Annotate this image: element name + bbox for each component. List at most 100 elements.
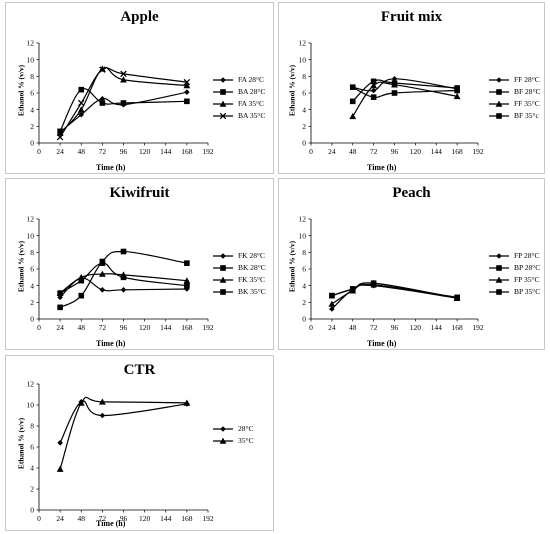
legend-swatch <box>213 289 233 295</box>
square-marker <box>391 90 398 96</box>
x-marker <box>120 70 127 78</box>
y-tick-label: 6 <box>30 443 34 452</box>
series-4 <box>57 260 190 296</box>
legend-label: FA 28°C <box>238 75 264 84</box>
x-tick-label: 144 <box>160 514 172 523</box>
square-marker <box>57 304 63 311</box>
triangle-marker <box>98 270 106 277</box>
y-tick-label: 2 <box>30 298 34 307</box>
legend-entry: BK 28°C <box>212 262 266 274</box>
x-axis-label: Time (h) <box>96 163 126 172</box>
square-marker <box>220 265 226 271</box>
x-tick-label: 120 <box>410 323 422 332</box>
x-marker <box>77 99 85 107</box>
x-marker <box>219 112 227 120</box>
x-tick-label: 144 <box>160 323 172 332</box>
x-tick-label: 192 <box>202 147 214 156</box>
y-tick-label: 12 <box>299 39 307 48</box>
legend-swatch <box>213 265 233 271</box>
square-marker <box>184 260 190 266</box>
x-tick-label: 0 <box>37 323 41 332</box>
legend-swatch <box>489 289 509 295</box>
legend-swatch <box>489 265 509 271</box>
legend-label: BF 28°C <box>514 87 541 96</box>
legend: FA 28°C BA 28°C FA 35°C BA 35°C <box>212 74 265 122</box>
legend-swatch <box>489 253 509 259</box>
triangle-marker <box>219 437 227 444</box>
x-axis-label: Time (h) <box>96 519 126 528</box>
series-3 <box>349 81 461 120</box>
square-marker <box>370 280 377 286</box>
x-tick-label: 72 <box>370 323 378 332</box>
y-tick-label: 6 <box>30 89 34 98</box>
diamond-marker <box>78 111 85 118</box>
y-tick-label: 12 <box>27 215 35 224</box>
series-2 <box>56 396 191 472</box>
x-tick-label: 96 <box>120 514 128 523</box>
legend-swatch <box>213 77 233 83</box>
square-marker <box>78 292 85 299</box>
legend-entry: BF 35°c <box>488 110 541 122</box>
series-line <box>352 78 458 92</box>
legend-entry: BP 28°C <box>488 262 540 274</box>
square-marker <box>120 248 127 255</box>
series-line <box>59 88 187 132</box>
series-line <box>352 86 458 98</box>
square-marker <box>454 87 460 94</box>
x-tick-label: 48 <box>349 147 357 156</box>
legend: FF 28°C BF 28°C FF 35°C BF 35°c <box>488 74 541 122</box>
x-tick-label: 120 <box>410 147 422 156</box>
diamond-marker <box>370 87 377 94</box>
y-tick-label: 0 <box>30 506 34 515</box>
legend-entry: FF 35°C <box>488 98 541 110</box>
square-marker <box>349 286 356 292</box>
legend-entry: FP 35°C <box>488 274 540 286</box>
triangle-marker <box>120 76 127 83</box>
triangle-marker <box>183 399 191 406</box>
diamond-marker <box>220 426 226 432</box>
x-tick-label: 48 <box>349 323 357 332</box>
x-tick-label: 48 <box>78 147 86 156</box>
legend-swatch <box>213 89 233 95</box>
x-axis-label: Time (h) <box>367 163 397 172</box>
legend-entry: BK 35°C <box>212 286 266 298</box>
x-tick-label: 96 <box>391 323 399 332</box>
y-tick-label: 10 <box>27 231 35 240</box>
x-tick-label: 168 <box>181 323 193 332</box>
x-tick-label: 24 <box>56 323 64 332</box>
x-tick-label: 168 <box>181 147 193 156</box>
triangle-marker <box>391 81 398 88</box>
chart-panel-ctr: CTR 0 2 4 6 8 10 12 0 24 48 72 96 120 144 168 192 Ethano… <box>5 355 274 531</box>
legend-label: 35°C <box>238 436 254 445</box>
legend-label: FF 28°C <box>514 75 540 84</box>
triangle-marker <box>219 100 227 107</box>
y-axis-label: Ethanol % (v/v) <box>16 417 26 470</box>
x-tick-label: 144 <box>431 323 443 332</box>
legend-entry: BP 35°C <box>488 286 540 298</box>
legend-label: FP 28°C <box>514 251 540 260</box>
x-tick-label: 144 <box>431 147 443 156</box>
legend-label: 28°C <box>238 424 254 433</box>
chart-title: Peach <box>392 185 431 201</box>
triangle-marker <box>98 65 106 72</box>
square-marker <box>329 292 335 299</box>
y-tick-label: 10 <box>299 231 307 240</box>
triangle-marker <box>219 276 227 283</box>
triangle-marker <box>370 82 378 89</box>
legend-label: BF 35°c <box>514 111 539 120</box>
y-tick-label: 10 <box>27 401 35 410</box>
y-tick-label: 0 <box>302 315 306 324</box>
x-tick-label: 96 <box>391 147 399 156</box>
x-tick-label: 24 <box>328 147 336 156</box>
legend-entry: FK 28°C <box>212 250 266 262</box>
y-tick-label: 10 <box>27 55 35 64</box>
legend-swatch <box>213 437 233 444</box>
x-tick-label: 168 <box>452 323 464 332</box>
triangle-marker <box>56 465 64 472</box>
series-4 <box>329 280 460 301</box>
x-tick-label: 72 <box>370 147 378 156</box>
y-tick-label: 6 <box>302 89 306 98</box>
